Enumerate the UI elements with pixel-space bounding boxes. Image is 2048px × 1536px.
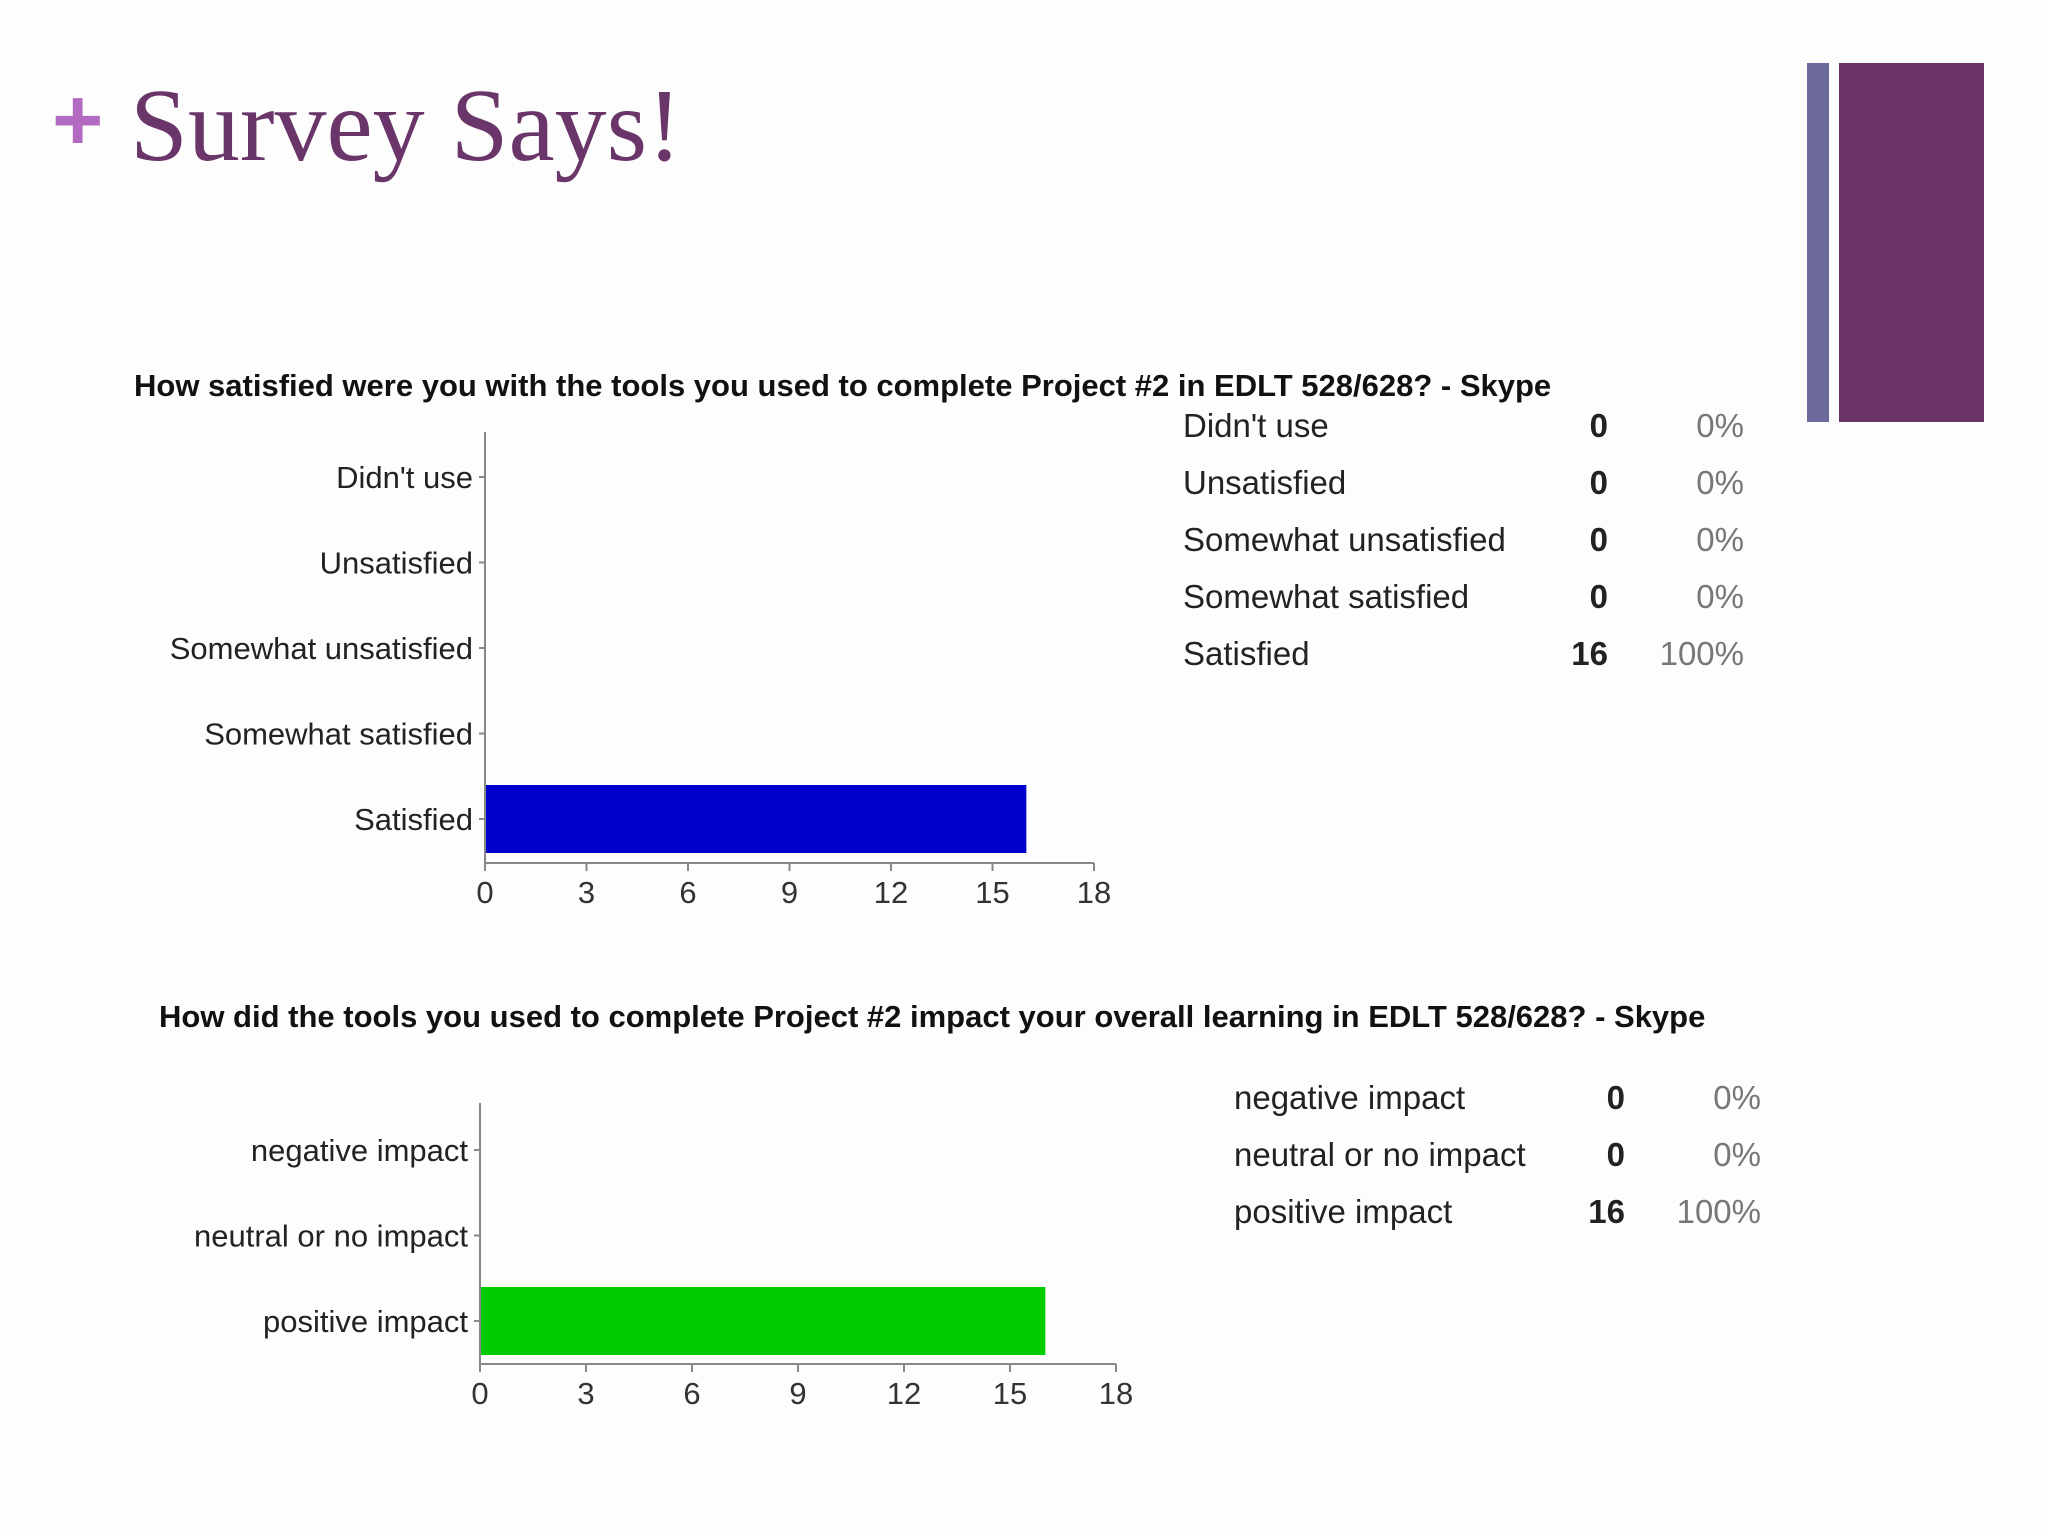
summary-percent: 0% (1696, 521, 1744, 558)
summary-count: 16 (1588, 1193, 1625, 1230)
chart-2-x-tick-label: 15 (993, 1376, 1027, 1411)
chart-1-bar (486, 785, 1027, 853)
chart-1-x-tick-label: 12 (874, 875, 908, 910)
chart-1-title: How satisfied were you with the tools yo… (134, 368, 1552, 403)
chart-2-x-tick-label: 0 (471, 1376, 488, 1411)
summary-percent: 100% (1676, 1193, 1761, 1230)
summary-count: 0 (1589, 578, 1608, 615)
summary-count: 0 (1589, 521, 1608, 558)
chart-2-category-label: negative impact (251, 1133, 469, 1168)
chart-2-title: How did the tools you used to complete P… (159, 999, 1706, 1034)
chart-2-summary-row: positive impact 16 100% (1234, 1187, 1771, 1237)
summary-count: 0 (1589, 407, 1608, 444)
chart-2-summary-row: negative impact 0 0% (1234, 1073, 1771, 1123)
chart-1-summary-row: Somewhat unsatisfied 0 0% (1183, 515, 1754, 565)
chart-1-category-label: Somewhat unsatisfied (170, 631, 473, 666)
summary-percent: 0% (1696, 464, 1744, 501)
summary-percent: 0% (1713, 1136, 1761, 1173)
summary-percent: 100% (1659, 635, 1744, 672)
summary-category: neutral or no impact (1234, 1136, 1526, 1173)
summary-percent: 0% (1696, 407, 1744, 444)
chart-2-category-label: positive impact (263, 1304, 468, 1339)
summary-category: Somewhat unsatisfied (1183, 521, 1506, 558)
summary-percent: 0% (1696, 578, 1744, 615)
summary-count: 16 (1571, 635, 1608, 672)
chart-2-summary-row: neutral or no impact 0 0% (1234, 1130, 1771, 1180)
chart-1-category-label: Somewhat satisfied (204, 717, 473, 752)
summary-count: 0 (1606, 1079, 1625, 1116)
chart-1-summary-row: Unsatisfied 0 0% (1183, 458, 1754, 508)
chart-2-x-tick-label: 18 (1099, 1376, 1133, 1411)
chart-2-x-tick-label: 3 (577, 1376, 594, 1411)
chart-1-category-label: Unsatisfied (320, 546, 473, 581)
chart-2-category-label: neutral or no impact (194, 1219, 468, 1254)
chart-1-x-tick-label: 6 (679, 875, 696, 910)
chart-1-summary-row: Satisfied 16 100% (1183, 629, 1754, 679)
summary-category: Didn't use (1183, 407, 1329, 444)
summary-category: Somewhat satisfied (1183, 578, 1470, 615)
chart-1-category-label: Satisfied (354, 802, 473, 837)
chart-2-bar (481, 1287, 1046, 1355)
chart-1-summary-row: Somewhat satisfied 0 0% (1183, 572, 1754, 622)
chart-1-x-tick-label: 18 (1077, 875, 1111, 910)
chart-1-x-tick-label: 3 (578, 875, 595, 910)
plus-icon: + (52, 70, 104, 169)
chart-1-x-tick-label: 9 (781, 875, 798, 910)
slide-title: Survey Says! (130, 68, 682, 183)
decorative-stripe-wide (1839, 63, 1984, 422)
chart-1-category-label: Didn't use (336, 460, 473, 495)
summary-category: negative impact (1234, 1079, 1466, 1116)
chart-2-x-tick-label: 6 (683, 1376, 700, 1411)
summary-count: 0 (1589, 464, 1608, 501)
chart-2-x-tick-label: 12 (887, 1376, 921, 1411)
chart-1-x-tick-label: 0 (476, 875, 493, 910)
summary-percent: 0% (1713, 1079, 1761, 1116)
summary-category: Unsatisfied (1183, 464, 1347, 501)
summary-category: positive impact (1234, 1193, 1453, 1230)
summary-category: Satisfied (1183, 635, 1310, 672)
chart-2-x-tick-label: 9 (789, 1376, 806, 1411)
summary-count: 0 (1606, 1136, 1625, 1173)
decorative-stripe-narrow (1807, 63, 1829, 422)
chart-1-x-tick-label: 15 (975, 875, 1009, 910)
chart-1-summary-row: Didn't use 0 0% (1183, 401, 1754, 451)
